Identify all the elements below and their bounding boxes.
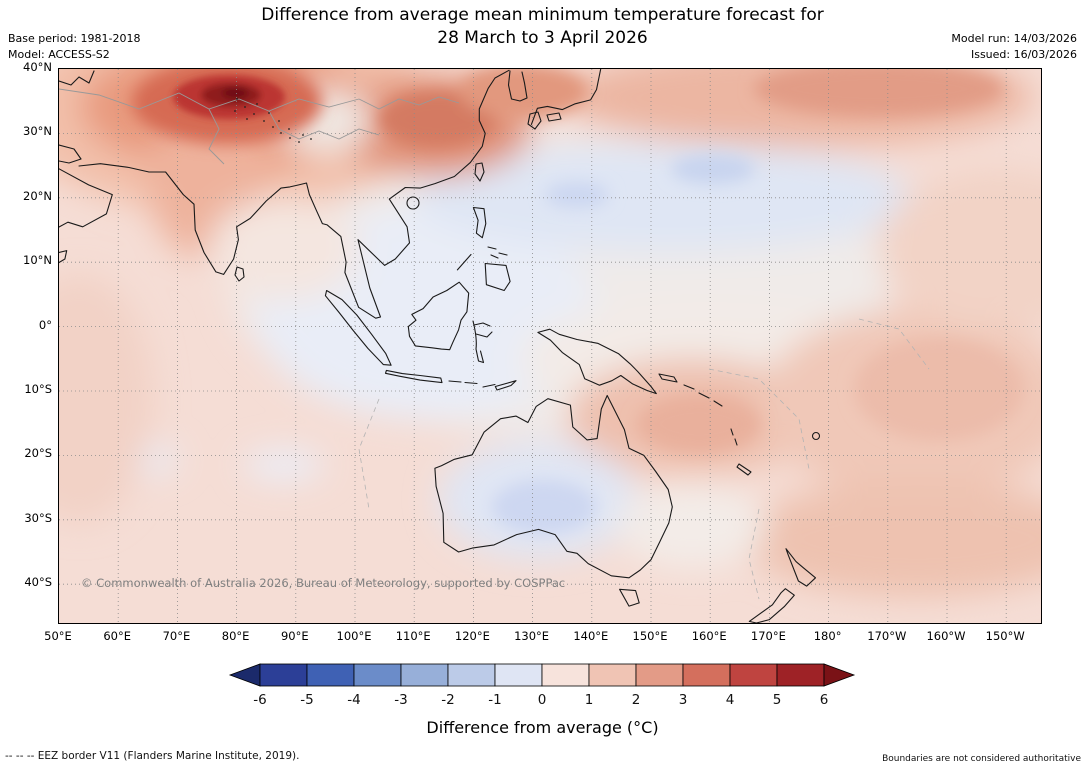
- model-run-label: Model run: 14/03/2026: [951, 32, 1077, 45]
- model-label: Model: ACCESS-S2: [8, 48, 110, 61]
- x-tick-label: 80°E: [221, 629, 250, 643]
- x-tick-label: 170°W: [867, 629, 907, 643]
- colorbar-tick-label: -6: [253, 692, 266, 708]
- colorbar-tick-label: 2: [632, 692, 641, 708]
- country-borders: [59, 88, 460, 165]
- x-tick-label: 90°E: [280, 629, 309, 643]
- colorbar-tick-label: -1: [488, 692, 501, 708]
- x-tick-label: 170°E: [750, 629, 786, 643]
- colorbar-segment: [682, 663, 731, 687]
- gridlines: [59, 69, 1041, 623]
- title-line2: 28 March to 3 April 2026: [437, 28, 648, 48]
- y-tick-label: 30°S: [24, 510, 52, 525]
- colorbar-tick-label: 1: [585, 692, 594, 708]
- x-tick-label: 100°E: [336, 629, 372, 643]
- boundaries-disclaimer: Boundaries are not considered authoritat…: [882, 754, 1081, 764]
- eez-borders: [358, 318, 930, 600]
- y-tick-label: 40°N: [23, 60, 52, 74]
- temperature-anomaly-field: [59, 69, 1041, 623]
- x-tick-label: 70°E: [162, 629, 191, 643]
- x-tick-label: 120°E: [454, 629, 490, 643]
- colorbar-tick-label: -2: [441, 692, 454, 708]
- colorbar-tick-label: 4: [726, 692, 735, 708]
- anomaly-map: © Commonwealth of Australia 2026, Bureau…: [59, 69, 1041, 623]
- colorbar-tick-label: 3: [679, 692, 688, 708]
- colorbar-segment: [353, 663, 402, 687]
- colorbar-tick-label: 6: [820, 692, 829, 708]
- x-tick-label: 50°E: [44, 629, 72, 643]
- y-tick-label: 20°S: [24, 446, 52, 461]
- colorbar-tick-label: 5: [773, 692, 782, 708]
- x-tick-label: 140°E: [573, 629, 609, 643]
- colorbar-segment: [541, 663, 590, 687]
- colorbar-tick-label: -5: [300, 692, 313, 708]
- run-metadata: Model run: 14/03/2026 Issued: 16/03/2026: [951, 31, 1077, 63]
- issued-label: Issued: 16/03/2026: [970, 48, 1077, 61]
- x-tick-label: 150°E: [632, 629, 668, 643]
- x-tick-label: 130°E: [514, 629, 550, 643]
- page-title: Difference from average mean minimum tem…: [0, 4, 1085, 50]
- coastlines: [59, 69, 821, 623]
- x-tick-label: 180°: [813, 629, 842, 643]
- colorbar-segment: [588, 663, 637, 687]
- colorbar-tick-label: -4: [347, 692, 360, 708]
- base-period-label: Base period: 1981-2018: [8, 32, 141, 45]
- colorbar: -6 -5 -4 -3 -2 -1 0 1 2 3 4 5 6: [222, 662, 863, 714]
- colorbar-segment: [494, 663, 543, 687]
- colorbar-segment: [729, 663, 778, 687]
- colorbar-segment: [400, 663, 449, 687]
- colorbar-segment: [635, 663, 684, 687]
- x-tick-label: 160°W: [926, 629, 966, 643]
- y-tick-label: 10°N: [23, 253, 52, 268]
- colorbar-title: Difference from average (°C): [426, 718, 659, 737]
- map-copyright: © Commonwealth of Australia 2026, Bureau…: [81, 576, 565, 590]
- x-tick-label: 110°E: [395, 629, 431, 643]
- eez-legend-note: -- -- -- EEZ border V11 (Flanders Marine…: [5, 750, 300, 762]
- colorbar-tick-label: -3: [394, 692, 407, 708]
- x-tick-label: 60°E: [103, 629, 132, 643]
- colorbar-segment: [447, 663, 496, 687]
- y-tick-label: 30°N: [23, 124, 52, 139]
- map-plot-area: © Commonwealth of Australia 2026, Bureau…: [58, 68, 1042, 624]
- x-tick-label: 150°W: [985, 629, 1025, 643]
- y-tick-label: 10°S: [24, 382, 52, 396]
- colorbar-segment: [259, 663, 308, 687]
- terrain-stipple: [234, 98, 312, 143]
- y-tick-label: 40°S: [24, 575, 52, 590]
- x-tick-label: 160°E: [691, 629, 727, 643]
- colorbar-tick-label: 0: [538, 692, 547, 708]
- colorbar-segment: [306, 663, 355, 687]
- colorbar-segment: [776, 663, 825, 687]
- model-metadata: Base period: 1981-2018 Model: ACCESS-S2: [8, 31, 140, 63]
- y-tick-label: 20°N: [23, 188, 52, 203]
- colorbar-arrow: [823, 663, 856, 687]
- title-line1: Difference from average mean minimum tem…: [261, 5, 824, 25]
- y-tick-label: 0°: [38, 317, 52, 332]
- colorbar-arrow: [228, 663, 261, 687]
